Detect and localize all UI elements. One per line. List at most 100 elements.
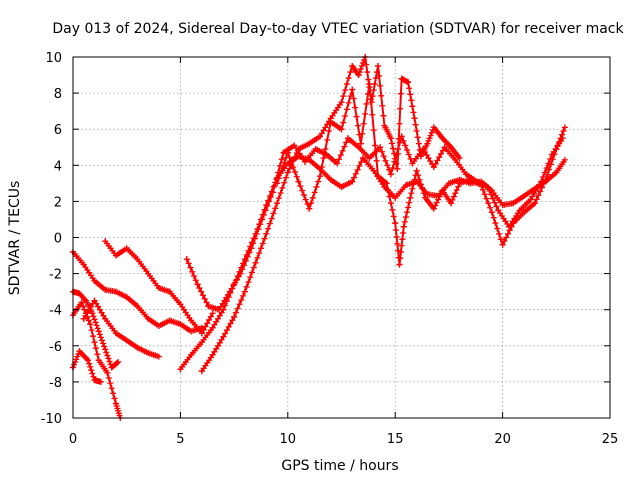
data-point <box>259 216 266 223</box>
data-point <box>209 351 216 358</box>
y-tick-label: -2 <box>49 268 62 283</box>
data-point <box>521 192 528 199</box>
series-line <box>179 155 566 371</box>
data-point <box>123 245 130 252</box>
data-point <box>394 165 401 172</box>
y-tick-label: -8 <box>49 376 62 391</box>
data-point <box>91 277 98 284</box>
data-point <box>87 321 94 328</box>
data-point <box>306 140 313 147</box>
data-point <box>456 155 463 162</box>
data-point <box>327 118 334 125</box>
data-point <box>155 285 162 292</box>
data-point <box>134 256 141 263</box>
data-point <box>430 124 437 131</box>
data-point <box>387 171 394 178</box>
data-point <box>85 357 92 364</box>
y-tick-label: 4 <box>54 159 62 174</box>
data-point <box>349 178 356 185</box>
data-point <box>375 63 382 70</box>
data-point <box>355 72 362 79</box>
data-point <box>102 315 109 322</box>
data-point <box>216 306 223 313</box>
data-point <box>248 245 255 252</box>
data-point <box>387 135 394 142</box>
data-point <box>430 205 437 212</box>
data-point <box>76 290 83 297</box>
data-point <box>424 191 431 198</box>
series-markers <box>80 297 161 360</box>
data-point <box>413 167 420 174</box>
data-point <box>417 153 424 160</box>
data-point <box>402 182 409 189</box>
data-point <box>82 297 89 304</box>
data-point <box>198 368 205 375</box>
data-point <box>456 180 463 187</box>
data-point <box>383 180 390 187</box>
data-point <box>338 183 345 190</box>
data-point <box>338 126 345 133</box>
data-point <box>166 288 173 295</box>
data-point <box>80 315 87 322</box>
data-point <box>177 321 184 328</box>
data-point <box>377 144 384 151</box>
x-tick-label: 20 <box>494 432 511 447</box>
series-line <box>200 56 461 373</box>
data-point <box>553 169 560 176</box>
data-point <box>396 261 403 268</box>
data-point <box>188 317 195 324</box>
data-point <box>422 194 429 201</box>
data-point <box>452 156 459 163</box>
data-point <box>359 155 366 162</box>
series-5 <box>80 297 162 360</box>
data-point <box>209 324 216 331</box>
data-point <box>424 140 431 147</box>
series-line <box>185 135 564 311</box>
series-markers <box>274 81 567 268</box>
data-point <box>409 160 416 167</box>
data-point <box>484 183 491 190</box>
data-point <box>392 194 399 201</box>
y-axis-label: SDTVAR / TECUs <box>7 181 23 296</box>
data-point <box>194 281 201 288</box>
x-tick-label: 10 <box>280 432 297 447</box>
data-point <box>521 209 528 216</box>
data-point <box>112 252 119 259</box>
data-point <box>134 303 141 310</box>
data-point <box>463 171 470 178</box>
y-tick-label: 8 <box>54 87 62 102</box>
data-point <box>155 322 162 329</box>
x-axis-label: GPS time / hours <box>281 458 398 474</box>
data-point <box>145 350 152 357</box>
data-point <box>561 156 568 163</box>
data-point <box>188 351 195 358</box>
data-point <box>198 330 205 337</box>
data-point <box>400 223 407 230</box>
data-point <box>405 79 412 86</box>
chart-title: Day 013 of 2024, Sidereal Day-to-day VTE… <box>52 21 624 37</box>
data-point <box>274 180 281 187</box>
series-7 <box>177 153 568 373</box>
data-point <box>91 377 98 384</box>
y-tick-label: 10 <box>45 51 62 66</box>
data-point <box>237 270 244 277</box>
data-point <box>495 207 502 214</box>
x-tick-label: 0 <box>69 432 77 447</box>
data-point <box>269 189 276 196</box>
data-point <box>411 115 418 122</box>
series-8 <box>183 133 566 313</box>
data-point <box>97 378 104 385</box>
data-point <box>209 310 216 317</box>
data-point <box>430 164 437 171</box>
data-point <box>226 288 233 295</box>
data-point <box>102 238 109 245</box>
data-point <box>89 310 96 317</box>
data-point <box>357 140 364 147</box>
data-point <box>478 182 485 189</box>
data-point <box>220 333 227 340</box>
data-point <box>439 187 446 194</box>
data-point <box>95 357 102 364</box>
data-point <box>205 303 212 310</box>
